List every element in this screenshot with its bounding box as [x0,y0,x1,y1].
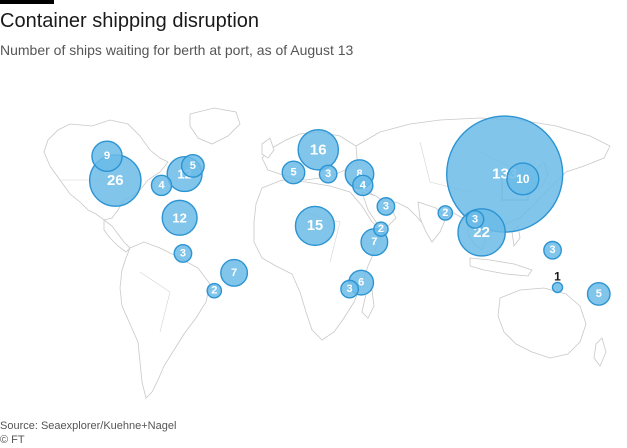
source-note: Source: Seaexplorer/Kuehne+Nagel [0,420,177,432]
port-bubble: 2 [373,221,389,237]
africa [253,179,385,341]
port-bubble: 3 [465,210,485,229]
port-bubble: 3 [376,197,396,216]
port-bubbles: 1332622161512121098776555443333332221 [88,115,611,306]
australia [497,287,587,359]
port-bubble-circle [551,281,564,294]
chart-title: Container shipping disruption [0,10,260,32]
port-bubble-label: 4 [360,179,367,191]
port-bubble: 10 [506,162,540,196]
greenland [189,107,241,145]
port-bubble: 2 [206,282,223,299]
port-bubble: 7 [220,258,249,287]
port-bubble-label: 4 [158,179,165,191]
port-bubble-circle [91,140,123,173]
port-bubble-circle [373,221,389,237]
port-bubble: 3 [173,244,193,263]
port-bubble-label: 3 [180,247,186,259]
port-bubble-label: 9 [104,150,110,162]
port-bubble-circle [586,281,611,306]
port-bubble: 5 [180,154,205,178]
port-bubble-label: 3 [549,244,555,256]
port-bubble: 1 [551,269,564,294]
port-bubble-label: 6 [358,277,364,289]
port-bubble: 3 [543,240,562,260]
port-bubble-circle [543,240,562,260]
central-america [103,219,131,253]
port-bubble-circle [465,210,485,229]
port-bubble-circle [281,160,306,185]
port-bubble-circle [206,282,223,299]
port-bubble-circle [506,162,540,196]
port-bubble-label: 3 [325,168,331,180]
port-bubble-circle [376,197,396,216]
port-bubble: 3 [318,164,338,184]
port-bubble-label: 16 [310,141,327,158]
world-map: 1332622161512121098776555443333332221 [43,107,611,399]
port-bubble-label: 3 [472,213,478,225]
port-bubble-label: 1 [554,269,561,283]
port-bubble: 3 [340,279,360,299]
port-bubble-label: 10 [516,172,530,186]
port-bubble: 9 [91,140,123,173]
port-bubble-circle [340,279,360,299]
port-bubble-label: 8 [356,168,362,180]
port-bubble: 4 [352,174,374,197]
port-bubble: 5 [586,281,611,306]
port-bubble-circle [352,174,374,197]
top-rule [0,0,54,4]
port-bubble-label: 2 [442,207,448,219]
south-america [119,241,211,399]
indonesia [469,257,533,277]
port-bubble: 5 [281,160,306,185]
port-bubble-circle [173,244,193,263]
chart-subtitle: Number of ships waiting for berth at por… [0,42,354,58]
port-bubble-circle [437,205,454,221]
port-bubble-label: 26 [107,172,124,189]
port-bubble-label: 2 [211,285,217,297]
port-bubble-circle [220,258,249,287]
credit-note: © FT [0,434,25,446]
port-bubble-circle [180,154,205,178]
new-zealand [593,337,607,367]
port-bubble: 16 [297,128,340,171]
port-bubble-label: 2 [378,223,384,235]
port-bubble-label: 5 [596,288,602,300]
port-bubble-label: 3 [347,283,353,295]
port-bubble-label: 5 [290,166,296,178]
port-bubble-circle [297,128,340,171]
port-bubble: 12 [161,199,198,236]
port-bubble-circle [294,205,336,247]
port-bubble-label: 5 [190,160,196,172]
port-bubble-circle [161,199,198,236]
port-bubble: 15 [294,205,336,247]
port-bubble: 133 [446,115,564,233]
port-bubble-label: 7 [231,267,237,279]
great-britain [261,137,275,159]
port-bubble: 2 [437,205,454,221]
port-bubble-label: 12 [172,210,187,225]
port-bubble-circle [150,174,173,197]
port-bubble: 4 [150,174,173,197]
port-bubble-circle [318,164,338,184]
port-bubble-label: 3 [383,200,389,212]
port-bubble-label: 15 [307,218,323,234]
port-bubble-label: 7 [371,236,377,248]
